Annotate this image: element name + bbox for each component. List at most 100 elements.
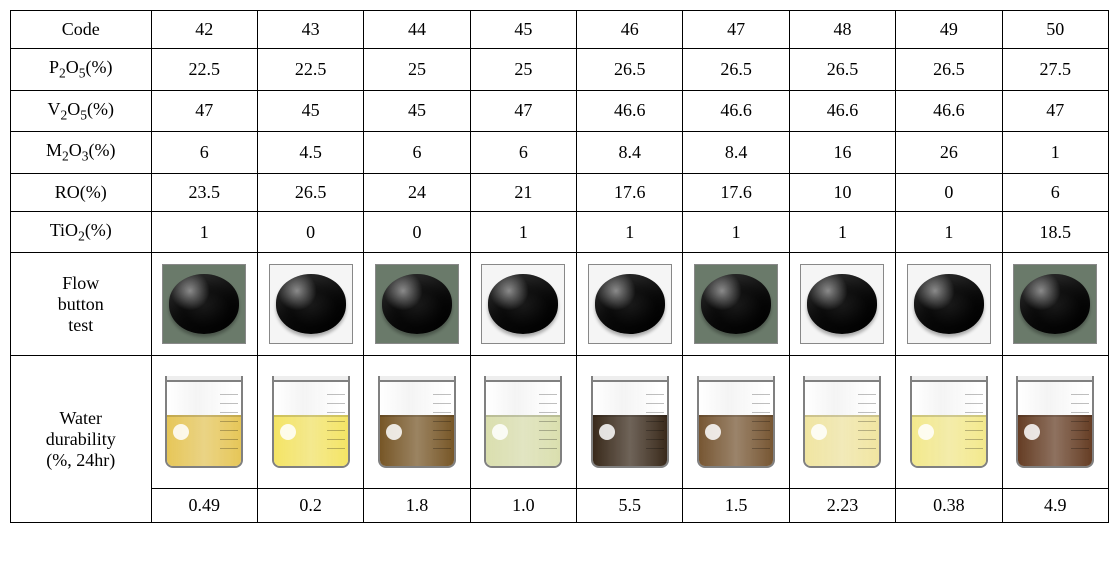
flow-sample-icon	[701, 274, 771, 334]
cell-code-4: 46	[577, 11, 683, 49]
cell-m2o3-0: 6	[151, 132, 257, 174]
cell-m2o3-1: 4.5	[257, 132, 363, 174]
cell-p2o5-6: 26.5	[789, 49, 895, 91]
row-tio2: TiO2(%) 1 0 0 1 1 1 1 1 18.5	[11, 211, 1109, 253]
cell-water-7: 0.38	[896, 489, 1002, 523]
cell-flow-7	[896, 253, 1002, 356]
cell-flow-3	[470, 253, 576, 356]
cell-code-8: 50	[1002, 11, 1109, 49]
beaker-icon	[484, 376, 562, 468]
cell-v2o5-5: 46.6	[683, 90, 789, 132]
cell-m2o3-8: 1	[1002, 132, 1109, 174]
cell-flow-2	[364, 253, 470, 356]
cell-flow-8	[1002, 253, 1109, 356]
flow-sample-icon	[595, 274, 665, 334]
rowhead-code: Code	[11, 11, 152, 49]
cell-ro-1: 26.5	[257, 173, 363, 211]
cell-code-3: 45	[470, 11, 576, 49]
rowhead-ro: RO(%)	[11, 173, 152, 211]
cell-ro-6: 10	[789, 173, 895, 211]
cell-p2o5-7: 26.5	[896, 49, 1002, 91]
cell-water-img-8	[1002, 356, 1109, 489]
row-flow: Flowbuttontest	[11, 253, 1109, 356]
cell-tio2-0: 1	[151, 211, 257, 253]
rowhead-p2o5: P2O5(%)	[11, 49, 152, 91]
flow-sample-icon	[1020, 274, 1090, 334]
rowhead-tio2: TiO2(%)	[11, 211, 152, 253]
cell-flow-1	[257, 253, 363, 356]
beaker-icon	[165, 376, 243, 468]
cell-v2o5-7: 46.6	[896, 90, 1002, 132]
cell-m2o3-4: 8.4	[577, 132, 683, 174]
cell-water-4: 5.5	[577, 489, 683, 523]
cell-p2o5-8: 27.5	[1002, 49, 1109, 91]
cell-water-5: 1.5	[683, 489, 789, 523]
cell-m2o3-7: 26	[896, 132, 1002, 174]
cell-m2o3-2: 6	[364, 132, 470, 174]
cell-water-0: 0.49	[151, 489, 257, 523]
cell-tio2-3: 1	[470, 211, 576, 253]
cell-v2o5-4: 46.6	[577, 90, 683, 132]
flow-sample-icon	[382, 274, 452, 334]
cell-ro-5: 17.6	[683, 173, 789, 211]
cell-water-img-6	[789, 356, 895, 489]
cell-v2o5-3: 47	[470, 90, 576, 132]
cell-ro-4: 17.6	[577, 173, 683, 211]
cell-flow-6	[789, 253, 895, 356]
beaker-icon	[591, 376, 669, 468]
cell-tio2-6: 1	[789, 211, 895, 253]
row-v2o5: V2O5(%) 47 45 45 47 46.6 46.6 46.6 46.6 …	[11, 90, 1109, 132]
cell-water-2: 1.8	[364, 489, 470, 523]
cell-water-img-1	[257, 356, 363, 489]
cell-tio2-5: 1	[683, 211, 789, 253]
cell-v2o5-0: 47	[151, 90, 257, 132]
cell-tio2-8: 18.5	[1002, 211, 1109, 253]
cell-p2o5-0: 22.5	[151, 49, 257, 91]
cell-p2o5-2: 25	[364, 49, 470, 91]
cell-water-img-7	[896, 356, 1002, 489]
cell-ro-7: 0	[896, 173, 1002, 211]
cell-flow-5	[683, 253, 789, 356]
rowhead-flow: Flowbuttontest	[11, 253, 152, 356]
flow-sample-icon	[488, 274, 558, 334]
beaker-icon	[697, 376, 775, 468]
cell-p2o5-3: 25	[470, 49, 576, 91]
row-water-val: 0.49 0.2 1.8 1.0 5.5 1.5 2.23 0.38 4.9	[11, 489, 1109, 523]
flow-sample-icon	[914, 274, 984, 334]
beaker-icon	[1016, 376, 1094, 468]
cell-water-6: 2.23	[789, 489, 895, 523]
row-water-img: Waterdurability(%, 24hr)	[11, 356, 1109, 489]
row-m2o3: M2O3(%) 6 4.5 6 6 8.4 8.4 16 26 1	[11, 132, 1109, 174]
cell-water-img-5	[683, 356, 789, 489]
cell-code-2: 44	[364, 11, 470, 49]
cell-water-3: 1.0	[470, 489, 576, 523]
cell-p2o5-1: 22.5	[257, 49, 363, 91]
cell-tio2-7: 1	[896, 211, 1002, 253]
cell-m2o3-3: 6	[470, 132, 576, 174]
cell-ro-3: 21	[470, 173, 576, 211]
cell-water-img-3	[470, 356, 576, 489]
cell-v2o5-2: 45	[364, 90, 470, 132]
cell-m2o3-6: 16	[789, 132, 895, 174]
rowhead-m2o3: M2O3(%)	[11, 132, 152, 174]
cell-code-7: 49	[896, 11, 1002, 49]
flow-sample-icon	[276, 274, 346, 334]
cell-water-img-0	[151, 356, 257, 489]
cell-v2o5-6: 46.6	[789, 90, 895, 132]
row-p2o5: P2O5(%) 22.5 22.5 25 25 26.5 26.5 26.5 2…	[11, 49, 1109, 91]
cell-p2o5-4: 26.5	[577, 49, 683, 91]
rowhead-v2o5: V2O5(%)	[11, 90, 152, 132]
cell-ro-8: 6	[1002, 173, 1109, 211]
cell-code-6: 48	[789, 11, 895, 49]
beaker-icon	[803, 376, 881, 468]
beaker-icon	[378, 376, 456, 468]
cell-flow-4	[577, 253, 683, 356]
cell-code-5: 47	[683, 11, 789, 49]
rowhead-water: Waterdurability(%, 24hr)	[11, 356, 152, 523]
cell-v2o5-8: 47	[1002, 90, 1109, 132]
beaker-icon	[910, 376, 988, 468]
cell-flow-0	[151, 253, 257, 356]
cell-water-img-2	[364, 356, 470, 489]
flow-sample-icon	[807, 274, 877, 334]
cell-tio2-4: 1	[577, 211, 683, 253]
